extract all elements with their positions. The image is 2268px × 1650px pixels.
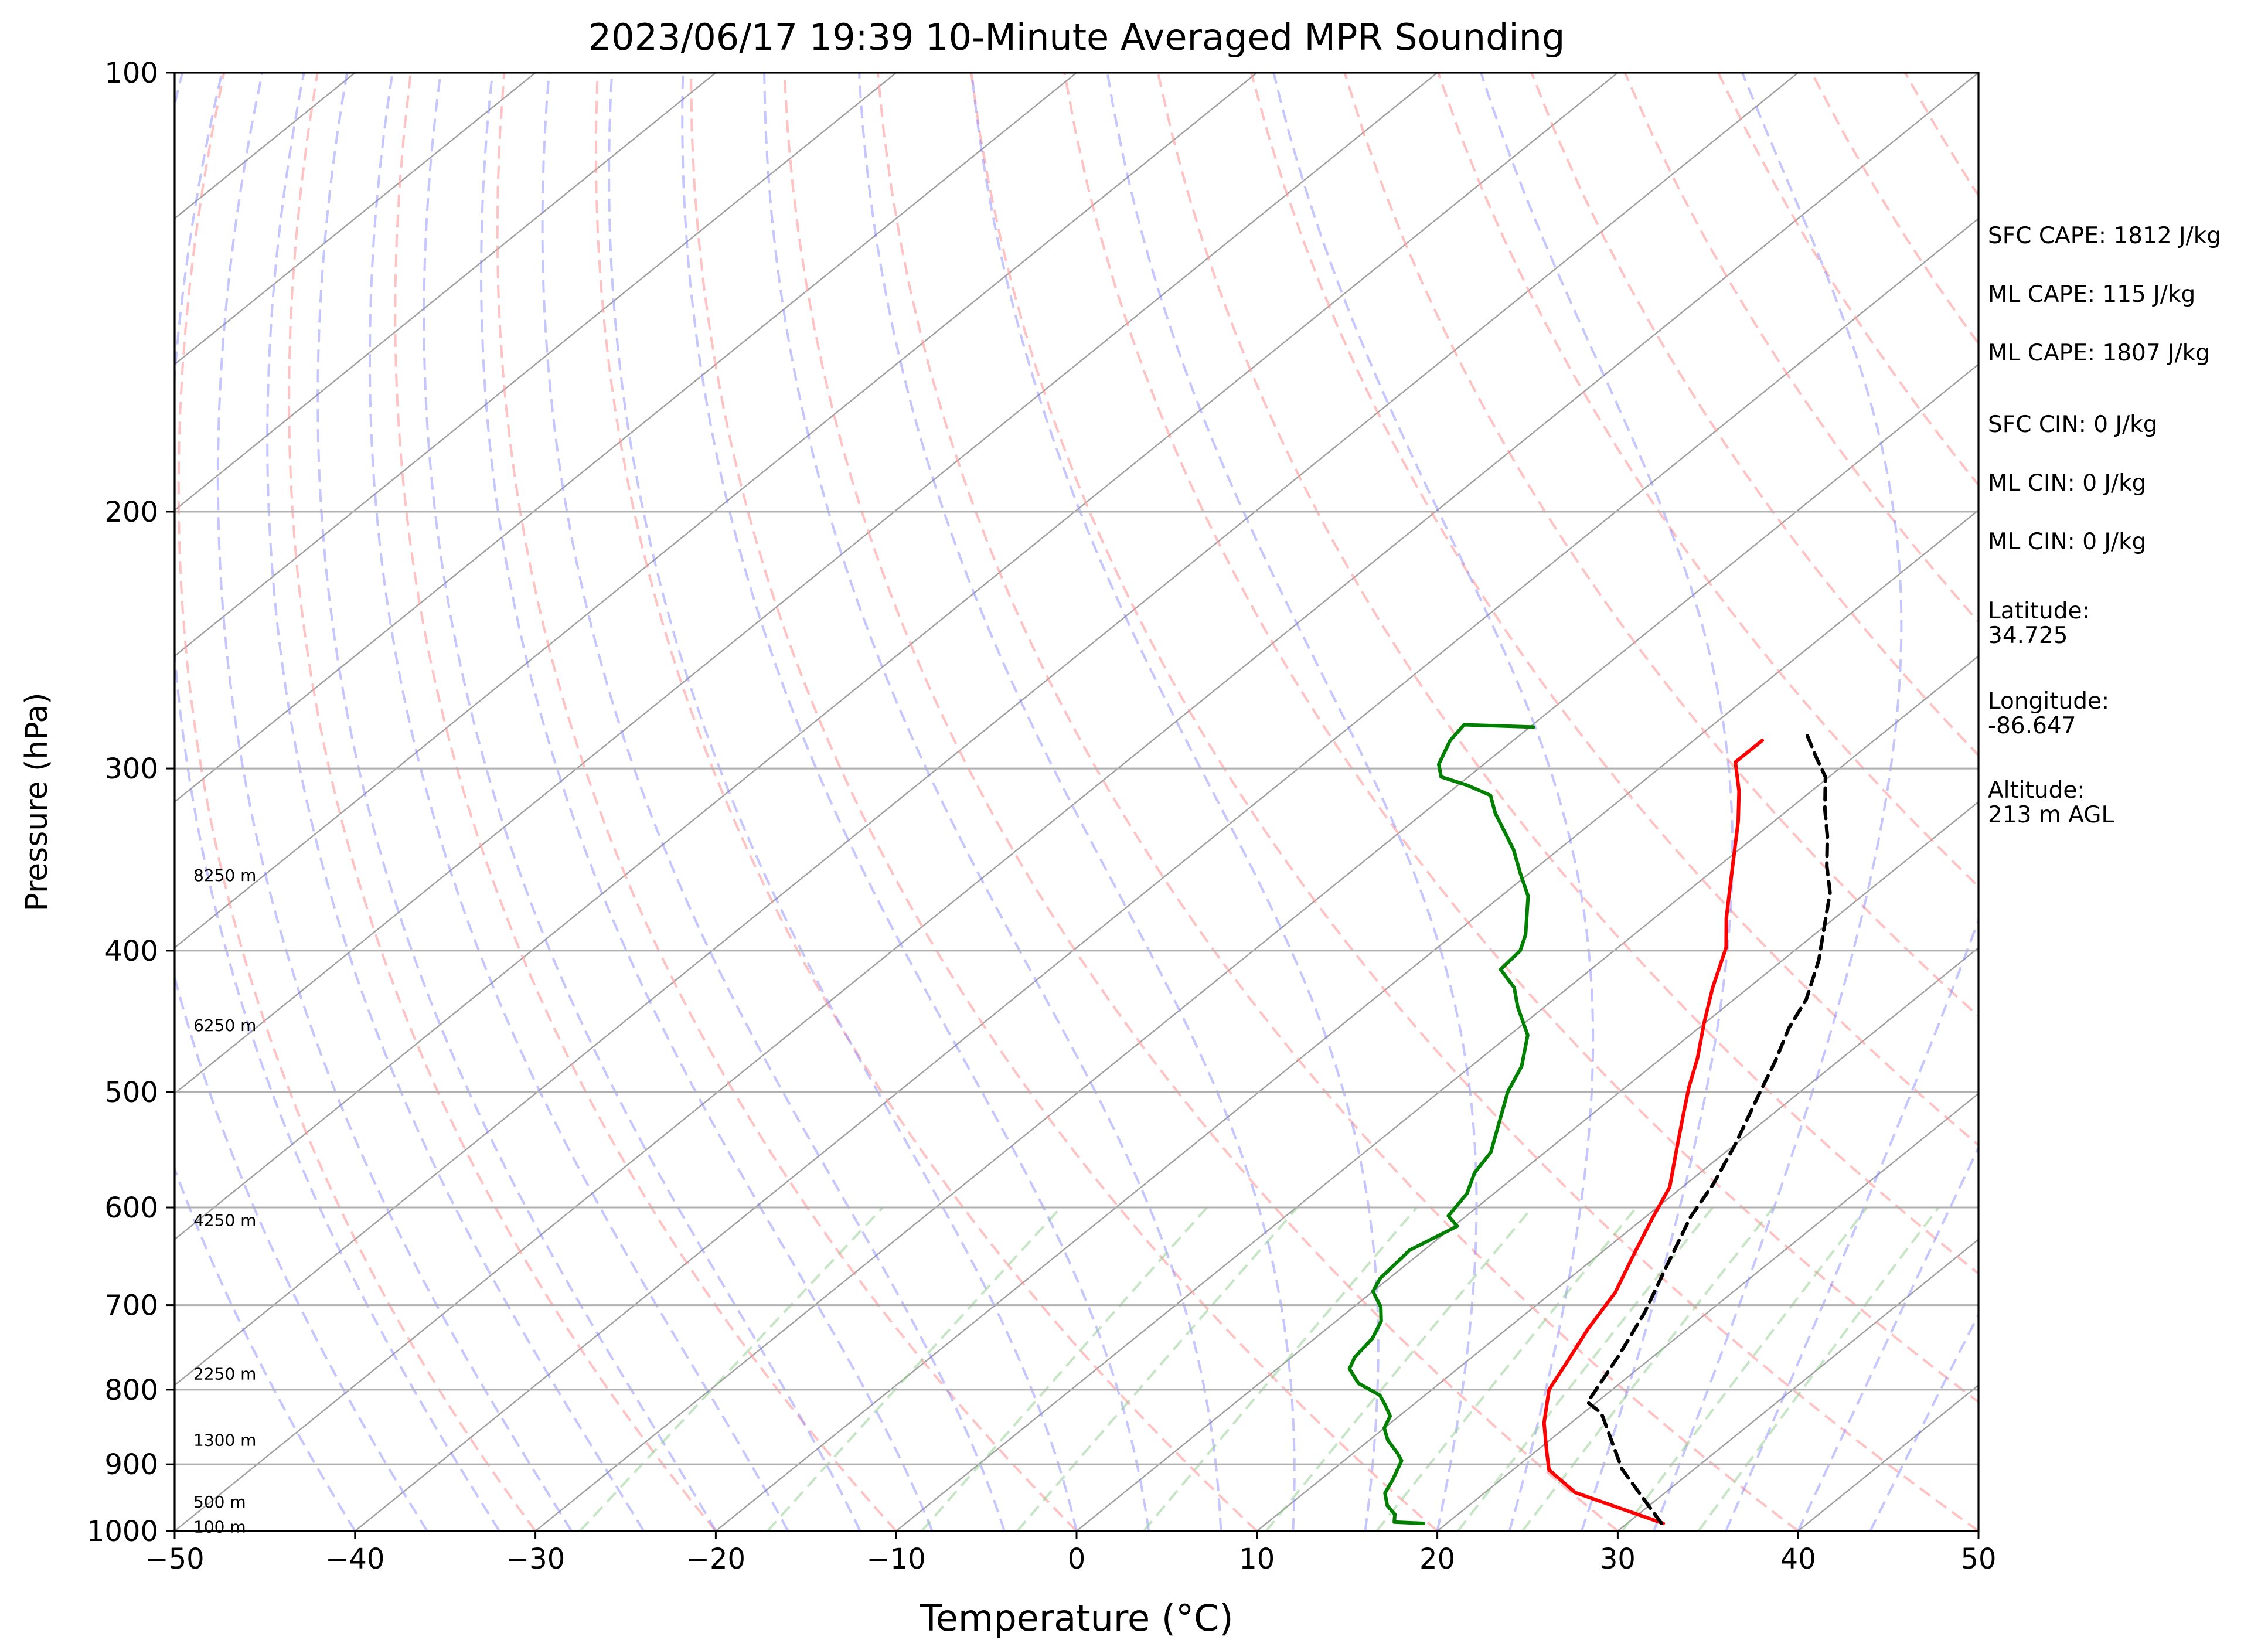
mixing-ratio-line xyxy=(580,1207,883,1531)
altitude-label: Altitude: xyxy=(1988,778,2085,803)
moist-adiabat-line xyxy=(318,73,716,1531)
x-tick-label: 30 xyxy=(1600,1543,1636,1576)
x-tick-label: 0 xyxy=(1068,1543,1086,1576)
longitude-value: -86.647 xyxy=(1988,714,2076,739)
x-tick-label: −20 xyxy=(686,1543,745,1576)
height-label: 8250 m xyxy=(193,866,256,885)
height-label: 500 m xyxy=(193,1492,246,1512)
parcel-profile xyxy=(1588,734,1830,1523)
height-label: 100 m xyxy=(193,1517,246,1536)
latitude-value: 34.725 xyxy=(1988,624,2068,648)
y-tick-label: 500 xyxy=(104,1076,158,1109)
y-tick-label: 600 xyxy=(104,1192,158,1224)
dry-adiabat-line xyxy=(971,73,1978,1531)
height-label: 4250 m xyxy=(193,1210,256,1230)
background-lines xyxy=(0,73,2268,1531)
y-tick-label: 1000 xyxy=(87,1515,158,1548)
isotherm-line xyxy=(0,73,536,1531)
mixing-ratio-line xyxy=(1144,1207,1417,1531)
dry-adiabat-line xyxy=(289,73,716,1531)
moist-adiabat-line xyxy=(1108,73,1477,1531)
dry-adiabat-line xyxy=(2185,73,2268,1531)
y-axis-label: Pressure (hPa) xyxy=(19,693,55,911)
ml-cape-text: ML CAPE: 115 J/kg xyxy=(1988,283,2195,307)
x-tick-label: 20 xyxy=(1419,1543,1455,1576)
mixing-ratio-line xyxy=(1458,1207,1713,1531)
isotherm-line xyxy=(0,73,1077,1531)
moist-adiabat-line xyxy=(972,73,1378,1531)
height-label: 2250 m xyxy=(193,1365,256,1384)
y-axis-ticks: 100 200 300 400 500 600 700 800 900 1000 xyxy=(87,57,175,1548)
ml-cin-text: ML CIN: 0 J/kg xyxy=(1988,471,2146,496)
sfc-cape-text: SFC CAPE: 1812 J/kg xyxy=(1988,224,2221,249)
moist-adiabat-line xyxy=(1273,73,1593,1531)
sounding-profiles xyxy=(1350,725,1830,1524)
height-label: 6250 m xyxy=(193,1016,256,1035)
mixing-ratio-line xyxy=(1266,1207,1533,1531)
moist-adiabat-line xyxy=(481,73,932,1531)
x-tick-label: 50 xyxy=(1960,1543,1996,1576)
altitude-value: 213 m AGL xyxy=(1988,803,2114,828)
dry-adiabat-line xyxy=(498,73,1077,1531)
moist-adiabat-line xyxy=(424,73,860,1531)
y-tick-label: 800 xyxy=(104,1374,158,1407)
x-tick-label: 40 xyxy=(1780,1543,1816,1576)
ml-cape-text-2: ML CAPE: 1807 J/kg xyxy=(1988,341,2210,366)
x-axis-label: Temperature (°C) xyxy=(919,1597,1233,1639)
y-tick-label: 900 xyxy=(104,1448,158,1481)
moist-adiabat-line xyxy=(169,73,500,1531)
dry-adiabat-line xyxy=(878,73,1799,1531)
moist-adiabat-line xyxy=(267,73,643,1531)
x-tick-label: 10 xyxy=(1239,1543,1275,1576)
y-tick-label: 100 xyxy=(104,57,158,90)
sfc-cin-text: SFC CIN: 0 J/kg xyxy=(1988,413,2157,437)
x-tick-label: −10 xyxy=(867,1543,926,1576)
moist-adiabat-line xyxy=(764,73,1221,1531)
isotherm-line xyxy=(0,73,1438,1531)
dry-adiabat-line xyxy=(691,73,1438,1531)
mixing-ratio-line xyxy=(1523,1207,1773,1531)
moist-adiabat-line xyxy=(609,73,1077,1531)
height-labels: 8250 m 6250 m 4250 m 2250 m 1300 m 500 m 100 m xyxy=(193,866,256,1536)
mixing-ratio-line xyxy=(768,1207,1061,1531)
height-label: 1300 m xyxy=(193,1431,256,1450)
moist-adiabat-line xyxy=(543,73,1004,1531)
x-tick-label: −30 xyxy=(506,1543,565,1576)
y-tick-label: 400 xyxy=(104,935,158,968)
chart-title: 2023/06/17 19:39 10-Minute Averaged MPR … xyxy=(588,16,1565,59)
x-tick-label: −40 xyxy=(325,1543,384,1576)
latitude-label: Latitude: xyxy=(1988,599,2090,624)
ml-cin-text-2: ML CIN: 0 J/kg xyxy=(1988,530,2146,554)
moist-adiabat-line xyxy=(682,73,1149,1531)
longitude-label: Longitude: xyxy=(1988,689,2109,714)
y-tick-label: 700 xyxy=(104,1290,158,1322)
mixing-ratio-line xyxy=(1622,1207,1867,1531)
moist-adiabat-line xyxy=(1481,73,1732,1531)
mixing-ratio-line xyxy=(1017,1207,1298,1531)
y-tick-label: 200 xyxy=(104,496,158,529)
y-tick-label: 300 xyxy=(104,753,158,785)
